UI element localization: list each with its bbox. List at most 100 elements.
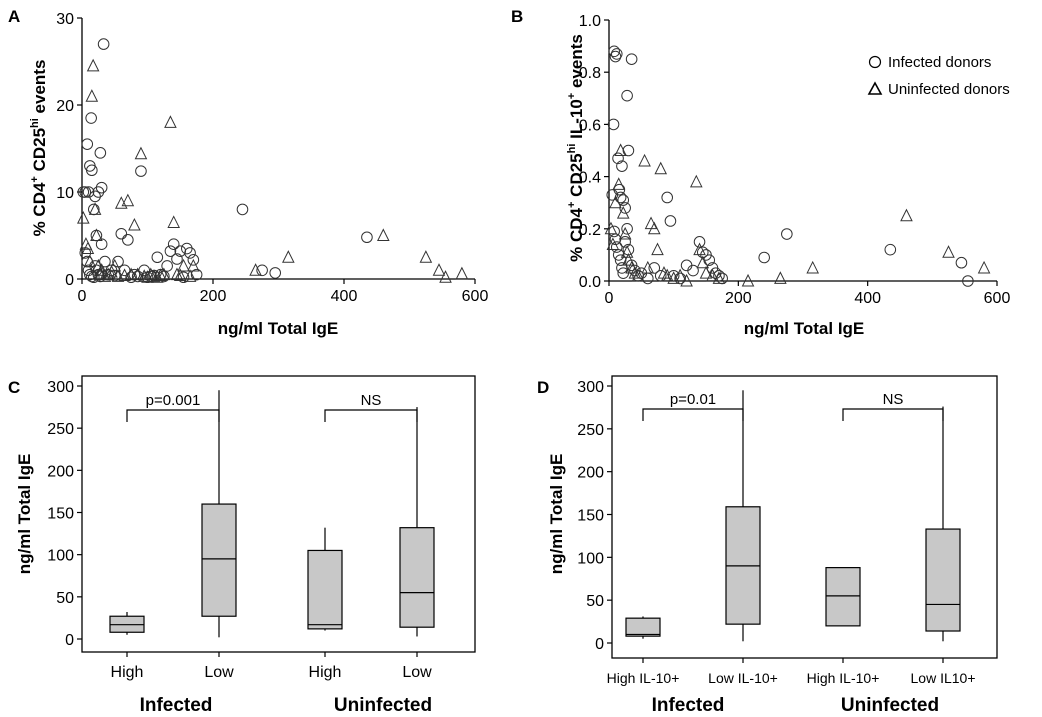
- panel-a-y-tick-label: 30: [56, 11, 74, 28]
- panel-b-point-infected: [693, 236, 706, 248]
- panel-a-point-infected: [269, 267, 282, 279]
- panel-a-point-uninfected: [144, 267, 158, 281]
- panel-c-category-label: High: [309, 664, 342, 681]
- panel-b-point-uninfected: [699, 266, 713, 279]
- panel-b-point-infected: [884, 243, 897, 256]
- panel-a-point-infected: [122, 234, 134, 246]
- panel-b-point-infected: [616, 160, 628, 172]
- panel-a-ylabel: % CD4+ CD25hi events: [29, 60, 49, 237]
- panel-a-point-infected: [86, 164, 98, 177]
- panel-b-point-uninfected: [712, 271, 726, 284]
- panel-a-point-uninfected: [167, 215, 181, 228]
- panel-a-point-infected: [190, 268, 203, 281]
- panel-a-point-uninfected: [376, 228, 390, 241]
- panel-b-ylabel: % CD4+ CD25hi IL-10+ events: [566, 34, 586, 262]
- panel-c-category-label: Low: [402, 664, 432, 681]
- panel-b-point-uninfected: [806, 260, 820, 274]
- panel-b-point-infected: [607, 118, 620, 131]
- panel-c-y-tick-label: 200: [47, 463, 74, 480]
- panel-a-point-infected: [236, 203, 249, 216]
- panel-a-point-uninfected: [183, 269, 197, 282]
- panel-a-point-uninfected: [455, 266, 469, 280]
- panel-b-point-infected: [621, 89, 633, 102]
- panel-a-x-tick-label: 600: [462, 288, 489, 305]
- panel-d-plot-frame: [611, 375, 998, 659]
- panel-b-point-infected: [661, 191, 674, 204]
- panel-b-y-tick-label: 0.2: [579, 222, 601, 239]
- panel-b-point-uninfected: [900, 208, 913, 222]
- panel-d-category-label: High IL-10+: [807, 670, 880, 686]
- panel-b-point-uninfected: [616, 206, 630, 219]
- panel-b-point-uninfected: [609, 195, 622, 209]
- panel-b-point-infected: [608, 225, 620, 238]
- panel-a-point-uninfected: [118, 268, 131, 282]
- panel-c-y-tick-label: 50: [56, 590, 74, 607]
- panel-a-point-infected: [89, 190, 101, 203]
- panel-b-point-uninfected: [657, 266, 671, 279]
- panel-b-point-infected: [619, 236, 631, 248]
- panel-b-plot: 0.0 0.2 0.4 0.6 0.8 1.0 0 200 400 600: [579, 13, 1011, 307]
- panel-d-y-tick-label: 300: [577, 379, 604, 396]
- panel-a-point-infected: [161, 260, 173, 272]
- panel-c-significance-label: NS: [361, 392, 382, 409]
- panel-d-y-tick-label: 200: [577, 465, 604, 482]
- panel-a-point-infected: [95, 181, 108, 194]
- panel-b-point-uninfected: [618, 226, 632, 240]
- panel-b-point-infected: [962, 275, 974, 287]
- panel-b: B % CD4+ CD25hi IL-10+ events ng/ml Tota…: [511, 7, 1010, 338]
- panel-b-point-uninfected: [651, 242, 664, 256]
- panel-b-point-uninfected: [693, 242, 706, 256]
- panel-a-point-uninfected: [249, 263, 262, 276]
- panel-d-ylabel: ng/ml Total IgE: [547, 454, 566, 575]
- panel-a-point-uninfected: [83, 254, 97, 268]
- panel-c-group-infected: Infected: [140, 695, 213, 716]
- panel-d-category-label: High IL-10+: [607, 670, 680, 686]
- panel-a-point-uninfected: [98, 269, 112, 282]
- panel-d-significance-bracket: [642, 408, 744, 421]
- panel-a-point-infected: [94, 147, 107, 159]
- panel-b-y-tick-label: 0.6: [579, 117, 601, 134]
- panel-a-point-uninfected: [419, 250, 433, 263]
- panel-a-xlabel: ng/ml Total IgE: [218, 319, 339, 338]
- panel-b-x-tick-label: 0: [605, 290, 614, 307]
- panel-b-xlabel: ng/ml Total IgE: [744, 319, 865, 338]
- panel-a-point-uninfected: [164, 115, 177, 128]
- panel-c-box: [201, 503, 237, 617]
- panel-c-group-uninfected: Uninfected: [334, 695, 432, 716]
- panel-c-y-tick-label: 250: [47, 421, 74, 438]
- panel-a: A % CD4+ CD25hi events ng/ml Total IgE 0…: [8, 7, 488, 338]
- panel-b-point-uninfected: [673, 268, 687, 282]
- panel-b-point-infected: [612, 152, 624, 165]
- panel-a-point-uninfected: [439, 270, 452, 283]
- panel-b-point-infected: [758, 251, 771, 264]
- panel-d-significance-bracket: [842, 408, 944, 421]
- panel-a-point-infected: [81, 138, 94, 150]
- panel-b-point-uninfected: [680, 273, 693, 287]
- panel-b-point-uninfected: [606, 237, 620, 250]
- panel-a-point-infected: [79, 186, 92, 198]
- panel-a-point-infected: [82, 186, 95, 198]
- panel-c-y-tick-label: 150: [47, 506, 74, 523]
- panel-a-point-uninfected: [187, 258, 200, 272]
- panel-c-y-tick-label: 300: [47, 379, 74, 396]
- panel-a-point-uninfected: [124, 267, 138, 281]
- panel-b-point-infected: [664, 215, 677, 227]
- panel-b-point-infected: [648, 262, 661, 274]
- panel-a-point-uninfected: [105, 264, 118, 278]
- panel-b-point-infected: [713, 269, 725, 282]
- legend-triangle-marker: [867, 81, 883, 95]
- panel-a-y-tick-label: 20: [56, 98, 74, 115]
- panel-d-y-tick-label: 100: [577, 550, 604, 567]
- panel-b-point-uninfected: [614, 143, 627, 156]
- panel-c-letter: C: [8, 378, 20, 397]
- panel-a-point-infected: [361, 231, 373, 244]
- panel-b-point-uninfected: [628, 266, 642, 279]
- panel-b-point-infected: [680, 259, 693, 272]
- panel-d-box: [625, 617, 661, 637]
- panel-a-x-tick-label: 400: [331, 288, 358, 305]
- panel-a-point-uninfected: [128, 217, 141, 231]
- panel-b-point-uninfected: [696, 255, 710, 269]
- panel-a-point-uninfected: [173, 268, 187, 282]
- panel-a-point-uninfected: [88, 202, 102, 215]
- panel-a-point-infected: [181, 242, 193, 255]
